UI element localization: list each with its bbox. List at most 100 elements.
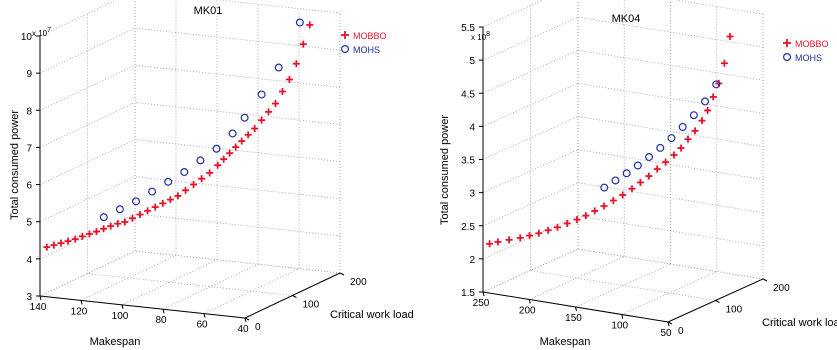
- z-tick-label: 4: [469, 122, 475, 133]
- grid-line: [134, 176, 341, 200]
- grid-line: [577, 16, 764, 48]
- z-tick-label: 9: [26, 69, 32, 80]
- y-tick-label: 200: [773, 283, 790, 294]
- grid-line: [621, 271, 717, 315]
- data-point-mohs: [600, 183, 609, 192]
- data-point-mohs: [115, 205, 124, 214]
- data-point-mobbo: [174, 192, 182, 200]
- data-point-mobbo: [563, 219, 571, 227]
- grid-line: [134, 250, 341, 274]
- z-tick-label: 4: [26, 255, 32, 266]
- data-point-mobbo: [516, 234, 524, 242]
- data-point-mobbo: [114, 220, 122, 228]
- data-point-mobbo: [582, 212, 590, 220]
- data-point-mobbo: [591, 207, 599, 215]
- data-point-mobbo: [609, 197, 617, 205]
- grid-line: [577, 182, 764, 214]
- data-point-mobbo: [715, 79, 723, 87]
- x-tick-mark: [39, 295, 42, 301]
- data-point-mohs: [212, 144, 221, 153]
- data-point-mobbo: [544, 226, 552, 234]
- data-point-mobbo: [244, 131, 252, 139]
- data-point-mobbo: [272, 100, 279, 108]
- data-point-mohs: [701, 97, 710, 106]
- data-point-mobbo: [251, 125, 259, 133]
- data-point-mobbo: [505, 236, 513, 244]
- x-tick-mark: [575, 306, 577, 312]
- y-tick-mark: [292, 295, 297, 298]
- grid-line: [577, 116, 764, 147]
- x-tick-label: 200: [519, 306, 536, 317]
- grid-line: [134, 213, 341, 237]
- grid-line: [530, 270, 716, 301]
- y-tick-mark: [762, 278, 768, 282]
- data-point-mobbo: [190, 180, 198, 188]
- y-tick-label: 200: [350, 277, 367, 288]
- data-point-mobbo: [619, 191, 627, 199]
- y-tick-mark: [715, 300, 720, 303]
- grid-line: [215, 0, 341, 14]
- legend-marker-circle: [782, 52, 791, 61]
- data-point-mobbo: [71, 235, 79, 243]
- x-tick-label: 140: [30, 302, 47, 313]
- chart-title: MK01: [194, 5, 223, 17]
- grid-line: [577, 248, 764, 280]
- grid-line: [529, 256, 625, 300]
- grid-line: [39, 139, 136, 185]
- z-tick-label: 5: [469, 56, 475, 67]
- data-point-mohs: [633, 161, 642, 170]
- z-tick-label: 3: [469, 189, 475, 200]
- z-tick-label: 5.5: [461, 23, 475, 34]
- data-point-mobbo: [285, 75, 293, 83]
- data-point-mobbo: [636, 178, 644, 186]
- z-tick-label: 4.5: [461, 89, 475, 100]
- z-tick-label: 7: [26, 143, 32, 154]
- grid-line: [482, 0, 544, 28]
- y-tick-mark: [339, 272, 345, 276]
- legend-label-mohs: MOHS: [353, 45, 380, 55]
- data-point-mohs: [611, 176, 620, 185]
- data-point-mohs: [667, 134, 676, 143]
- data-point-mobbo: [43, 243, 51, 251]
- data-point-mobbo: [486, 240, 494, 248]
- data-point-mobbo: [226, 149, 234, 157]
- data-point-mobbo: [50, 241, 58, 249]
- data-point-mobbo: [278, 87, 286, 95]
- grid-line: [39, 250, 136, 297]
- y-tick-label: 100: [726, 305, 743, 316]
- z-tick-label: 8: [26, 106, 32, 117]
- data-point-mobbo: [600, 202, 608, 210]
- data-point-mobbo: [85, 230, 93, 238]
- data-point-mobbo: [573, 216, 581, 224]
- data-point-mobbo: [78, 232, 86, 240]
- x-axis-label: Makespan: [540, 336, 591, 348]
- y-tick-label: 0: [255, 322, 261, 333]
- data-point-mobbo: [691, 127, 699, 135]
- grid-line: [134, 64, 341, 88]
- data-point-mobbo: [677, 144, 685, 152]
- grid-line: [134, 27, 341, 51]
- x-tick-mark: [528, 299, 531, 304]
- data-point-mohs: [99, 213, 108, 222]
- z-exponent: 7: [47, 27, 51, 34]
- x-tick-label: 80: [155, 315, 167, 326]
- data-point-mobbo: [121, 218, 129, 226]
- x-tick-label: 60: [196, 320, 208, 331]
- data-point-mohs: [228, 129, 237, 138]
- data-point-mobbo: [159, 199, 167, 207]
- data-point-mobbo: [238, 137, 246, 145]
- data-point-mohs: [148, 187, 157, 196]
- data-point-mohs: [274, 63, 283, 72]
- grid-line: [121, 259, 218, 306]
- z-multiplier-label: x 107: [32, 27, 51, 38]
- x-tick-mark: [621, 314, 624, 319]
- x-axis-label: Makespan: [90, 336, 141, 348]
- data-point-mohs: [164, 177, 173, 186]
- x-tick-mark: [121, 304, 124, 309]
- z-tick-label: 3.5: [461, 156, 475, 167]
- data-point-mohs: [656, 143, 665, 152]
- chart-mk04: 50 100 150 200 250 0 100 200 1.5 2 2.5 3 3.5 4 4.5 5 5.5…: [439, 0, 837, 348]
- z-tick-label: 1.5: [461, 288, 475, 299]
- z-tick-label: 2: [469, 255, 475, 266]
- legend: MOBBO MOHS: [782, 39, 829, 63]
